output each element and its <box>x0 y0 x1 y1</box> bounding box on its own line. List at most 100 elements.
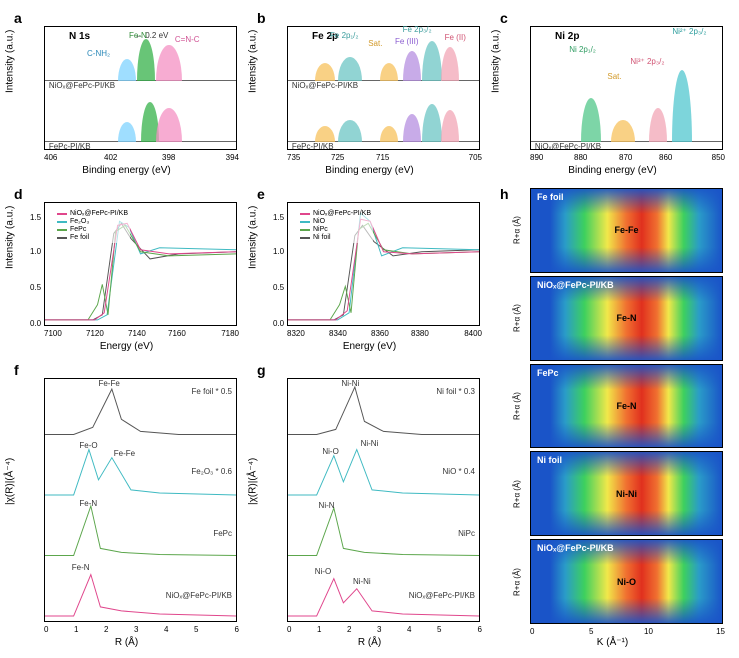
xtick: 2 <box>347 625 351 634</box>
curve-label: Ni foil * 0.3 <box>436 387 475 396</box>
annot-cnc: C=N-C <box>175 35 200 44</box>
xtick: 15 <box>716 627 725 636</box>
annot-spec-a2: FePc-PI/KB <box>49 142 91 151</box>
panel-b-ylabel: Intensity (a.u.) <box>248 30 259 93</box>
heatmap-title: NiOₓ@FePc-PI/KB <box>537 280 614 290</box>
xtick: 7120 <box>86 329 104 338</box>
xtick: 8380 <box>411 329 429 338</box>
peak-label: Fe-N <box>72 563 90 572</box>
peak-label: Fe-Fe <box>98 379 119 388</box>
legend-item: NiOₓ@FePc-PI/KB <box>313 210 371 217</box>
panel-h-label: h <box>500 186 509 202</box>
xtick: 398 <box>162 153 175 162</box>
annot-ni3: Ni³⁺ 2p₃/₂ <box>630 57 664 66</box>
annot-fe2: Fe (II) <box>445 33 466 42</box>
panel-c-ylabel: Intensity (a.u.) <box>491 30 502 93</box>
heatmap-2: FePc Fe-N R+α (Å) <box>530 364 723 449</box>
panel-b-xlabel: Binding energy (eV) <box>325 165 413 176</box>
ytick: 0.0 <box>30 319 41 328</box>
panel-b: b Intensity (a.u.) Binding energy (eV) F… <box>251 8 488 178</box>
ytick: 1.0 <box>273 247 284 256</box>
xtick: 5 <box>437 625 441 634</box>
ytick: 1.5 <box>30 213 41 222</box>
legend-item: Fe foil <box>70 234 89 241</box>
heatmap-1: NiOₓ@FePc-PI/KB Fe-N R+α (Å) <box>530 276 723 361</box>
xtick: 870 <box>619 153 632 162</box>
panel-a: a Intensity (a.u.) Binding energy (eV) N… <box>8 8 245 178</box>
heatmap-title: NiOₓ@FePc-PI/KB <box>537 543 614 553</box>
legend-item: NiOₓ@FePc-PI/KB <box>70 210 128 217</box>
xtick: 7180 <box>221 329 239 338</box>
xtick: 850 <box>712 153 725 162</box>
xtick: 7140 <box>128 329 146 338</box>
xtick: 860 <box>659 153 672 162</box>
annot-fe3: Fe (III) <box>395 37 419 46</box>
panel-d-plot: NiOₓ@FePc-PI/KB Fe₂O₃ FePc Fe foil <box>44 202 237 326</box>
xtick: 0 <box>287 625 291 634</box>
panel-e-label: e <box>257 186 265 202</box>
panel-d-legend: NiOₓ@FePc-PI/KB Fe₂O₃ FePc Fe foil <box>55 209 130 243</box>
heatmap-3: Ni foil Ni-Ni R+α (Å) <box>530 451 723 536</box>
xtick: 705 <box>469 153 482 162</box>
panel-a-label: a <box>14 10 22 26</box>
panel-e-plot: NiOₓ@FePc-PI/KB NiO NiPc Ni foil <box>287 202 480 326</box>
xtick: 3 <box>134 625 138 634</box>
heatmap-ylabel: R+α (Å) <box>512 304 521 332</box>
ytick: 1.0 <box>30 247 41 256</box>
panel-h-plot: Fe foil Fe-Fe R+α (Å) NiOₓ@FePc-PI/KB Fe… <box>530 188 723 624</box>
panel-h-xlabel: K (Å⁻¹) <box>597 637 628 648</box>
heatmap-ylabel: R+α (Å) <box>512 392 521 420</box>
panel-f-plot: Fe-Fe Fe foil * 0.5 Fe-O Fe-Fe Fe₂O₃ * 0… <box>44 378 237 622</box>
xtick: 6 <box>478 625 482 634</box>
panel-d-xlabel: Energy (eV) <box>100 341 153 352</box>
xtick: 880 <box>574 153 587 162</box>
xtick: 394 <box>226 153 239 162</box>
panel-c-xlabel: Binding energy (eV) <box>568 165 656 176</box>
peak-label: Ni-Ni <box>353 577 371 586</box>
panel-b-plot: Fe 2p Fe 2p₁/₂ Sat. Fe 2p₃/₂ Fe (III) Fe… <box>287 26 480 150</box>
xtick: 4 <box>164 625 168 634</box>
xtick: 2 <box>104 625 108 634</box>
panel-f-label: f <box>14 362 19 378</box>
annot-sat-c: Sat. <box>607 72 621 81</box>
annot-ni2: Ni²⁺ 2p₃/₂ <box>672 27 706 36</box>
annot-fen: Fe-N <box>129 31 147 40</box>
annot-sat-b: Sat. <box>368 39 382 48</box>
annot-spec-c1: NiOₓ@FePc-PI/KB <box>535 142 601 151</box>
xtick: 735 <box>287 153 300 162</box>
panel-e-ylabel: Intensity (a.u.) <box>248 206 259 269</box>
curve-label: Fe foil * 0.5 <box>192 387 232 396</box>
heatmap-ylabel: R+α (Å) <box>512 568 521 596</box>
heatmap-center: Fe-Fe <box>614 225 638 235</box>
curve-label: NiPc <box>458 529 475 538</box>
panel-e: e Intensity (a.u.) Energy (eV) NiOₓ@FePc… <box>251 184 488 354</box>
panel-g-label: g <box>257 362 266 378</box>
heatmap-center: Fe-N <box>617 401 637 411</box>
peak-label: Ni-O <box>322 447 338 456</box>
annot-fe2p12: Fe 2p₁/₂ <box>330 31 358 40</box>
xtick: 6 <box>235 625 239 634</box>
panel-e-xlabel: Energy (eV) <box>343 341 396 352</box>
panel-d-label: d <box>14 186 23 202</box>
peak-label: Fe-Fe <box>114 449 135 458</box>
annot-spec-b2: FePc-PI/KB <box>292 142 334 151</box>
panel-c: c Intensity (a.u.) Binding energy (eV) N… <box>494 8 731 178</box>
heatmap-ylabel: R+α (Å) <box>512 216 521 244</box>
panel-c-plot: Ni 2p Ni 2p₁/₂ Sat. Ni³⁺ 2p₃/₂ Ni²⁺ 2p₃/… <box>530 26 723 150</box>
curve-label: NiO * 0.4 <box>443 467 475 476</box>
xtick: 0 <box>44 625 48 634</box>
annot-ni2p12: Ni 2p₁/₂ <box>569 45 596 54</box>
panel-g-ylabel: |χ(R)|(Å⁻⁴) <box>248 458 259 505</box>
xtick: 7160 <box>168 329 186 338</box>
panel-a-ylabel: Intensity (a.u.) <box>5 30 16 93</box>
ytick: 0.5 <box>30 283 41 292</box>
figure-container: a Intensity (a.u.) Binding energy (eV) N… <box>0 0 739 658</box>
xtick: 406 <box>44 153 57 162</box>
panel-f-xlabel: R (Å) <box>115 637 138 648</box>
xtick: 4 <box>407 625 411 634</box>
xtick: 715 <box>376 153 389 162</box>
ytick: 0.5 <box>273 283 284 292</box>
legend-item: NiPc <box>313 226 328 233</box>
panel-f: f |χ(R)|(Å⁻⁴) R (Å) Fe-Fe Fe foil * 0.5 … <box>8 360 245 650</box>
panel-g-xlabel: R (Å) <box>358 637 381 648</box>
